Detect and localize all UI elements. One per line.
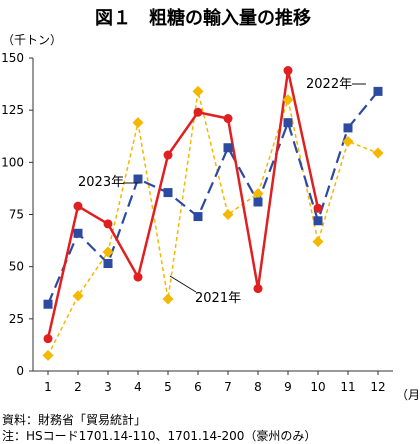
- data-point-2022: [133, 174, 143, 184]
- y-tick-label: 150: [1, 51, 24, 65]
- data-point-2023: [253, 284, 263, 294]
- data-point-2021: [372, 147, 384, 159]
- data-point-2021: [222, 209, 234, 220]
- y-tick-labels: 0 25 50 75 100 125 150: [1, 51, 33, 378]
- series-line-2022: [46, 90, 379, 305]
- y-axis-unit: （千トン）: [2, 33, 62, 47]
- data-point-2021: [192, 85, 204, 97]
- annotation-2021: 2021年: [195, 291, 241, 306]
- annotation-2023: 2023年: [78, 175, 124, 190]
- x-tick-label: 5: [164, 380, 172, 394]
- data-point-2021: [252, 188, 264, 200]
- y-tick-label: 25: [9, 312, 24, 326]
- y-tick-label: 50: [9, 260, 24, 274]
- annotation-2021-leader: [169, 275, 197, 293]
- data-point-2023: [313, 203, 323, 213]
- data-point-2022: [283, 118, 293, 128]
- data-point-2023: [163, 150, 173, 160]
- data-point-2022: [43, 299, 53, 309]
- x-tick-label: 3: [104, 380, 112, 394]
- footnote: 注：HSコード1701.14-110、1701.14-200（豪州のみ）: [2, 428, 316, 443]
- data-point-2022: [103, 259, 113, 269]
- x-tick-label: 10: [310, 380, 325, 394]
- data-point-2022: [223, 143, 233, 153]
- data-point-2021: [42, 349, 54, 361]
- x-tick-label: 12: [370, 380, 385, 394]
- source-note: 資料：財務省「貿易統計」: [2, 412, 146, 427]
- data-point-2022: [193, 212, 203, 222]
- data-point-2023: [133, 272, 143, 282]
- data-point-2022: [253, 197, 263, 207]
- series-line-2023: [46, 69, 320, 339]
- series-layer: [42, 66, 384, 361]
- data-point-2022: [163, 188, 173, 198]
- x-tick-label: 2: [74, 380, 82, 394]
- data-point-2022: [373, 86, 383, 96]
- data-point-2022: [73, 228, 83, 238]
- y-tick-label: 75: [9, 208, 24, 222]
- x-tick-label: 4: [134, 380, 142, 394]
- series-line-2021: [47, 90, 379, 356]
- x-tick-label: 1: [44, 380, 52, 394]
- x-tick-label: 8: [254, 380, 262, 394]
- y-tick-label: 0: [16, 364, 24, 378]
- data-point-2023: [193, 107, 203, 117]
- data-point-2022: [343, 123, 353, 133]
- data-point-2021: [342, 135, 354, 147]
- x-tick-label: 7: [224, 380, 232, 394]
- data-point-2022: [313, 216, 323, 226]
- data-point-2023: [223, 114, 233, 124]
- data-point-2021: [72, 290, 84, 302]
- annotation-2022: 2022年: [306, 77, 352, 92]
- y-tick-label: 100: [1, 155, 24, 169]
- data-point-2021: [132, 117, 144, 129]
- data-point-2023: [43, 334, 53, 344]
- data-point-2023: [283, 66, 293, 76]
- data-point-2021: [312, 236, 324, 248]
- chart-title: 図１ 粗糖の輸入量の推移: [95, 7, 311, 29]
- data-point-2021: [282, 94, 294, 106]
- y-tick-label: 125: [1, 103, 24, 117]
- data-point-2021: [162, 293, 174, 305]
- data-point-2021: [102, 246, 114, 258]
- data-point-2023: [103, 219, 113, 229]
- x-tick-label: 6: [194, 380, 202, 394]
- x-tick-label: 11: [340, 380, 355, 394]
- data-point-2023: [73, 201, 83, 211]
- x-tick-label: 9: [284, 380, 292, 394]
- x-axis-unit: （月）: [396, 388, 420, 402]
- x-tick-labels: 1 2 3 4 5 6 7 8 9 10 11 12: [44, 371, 386, 394]
